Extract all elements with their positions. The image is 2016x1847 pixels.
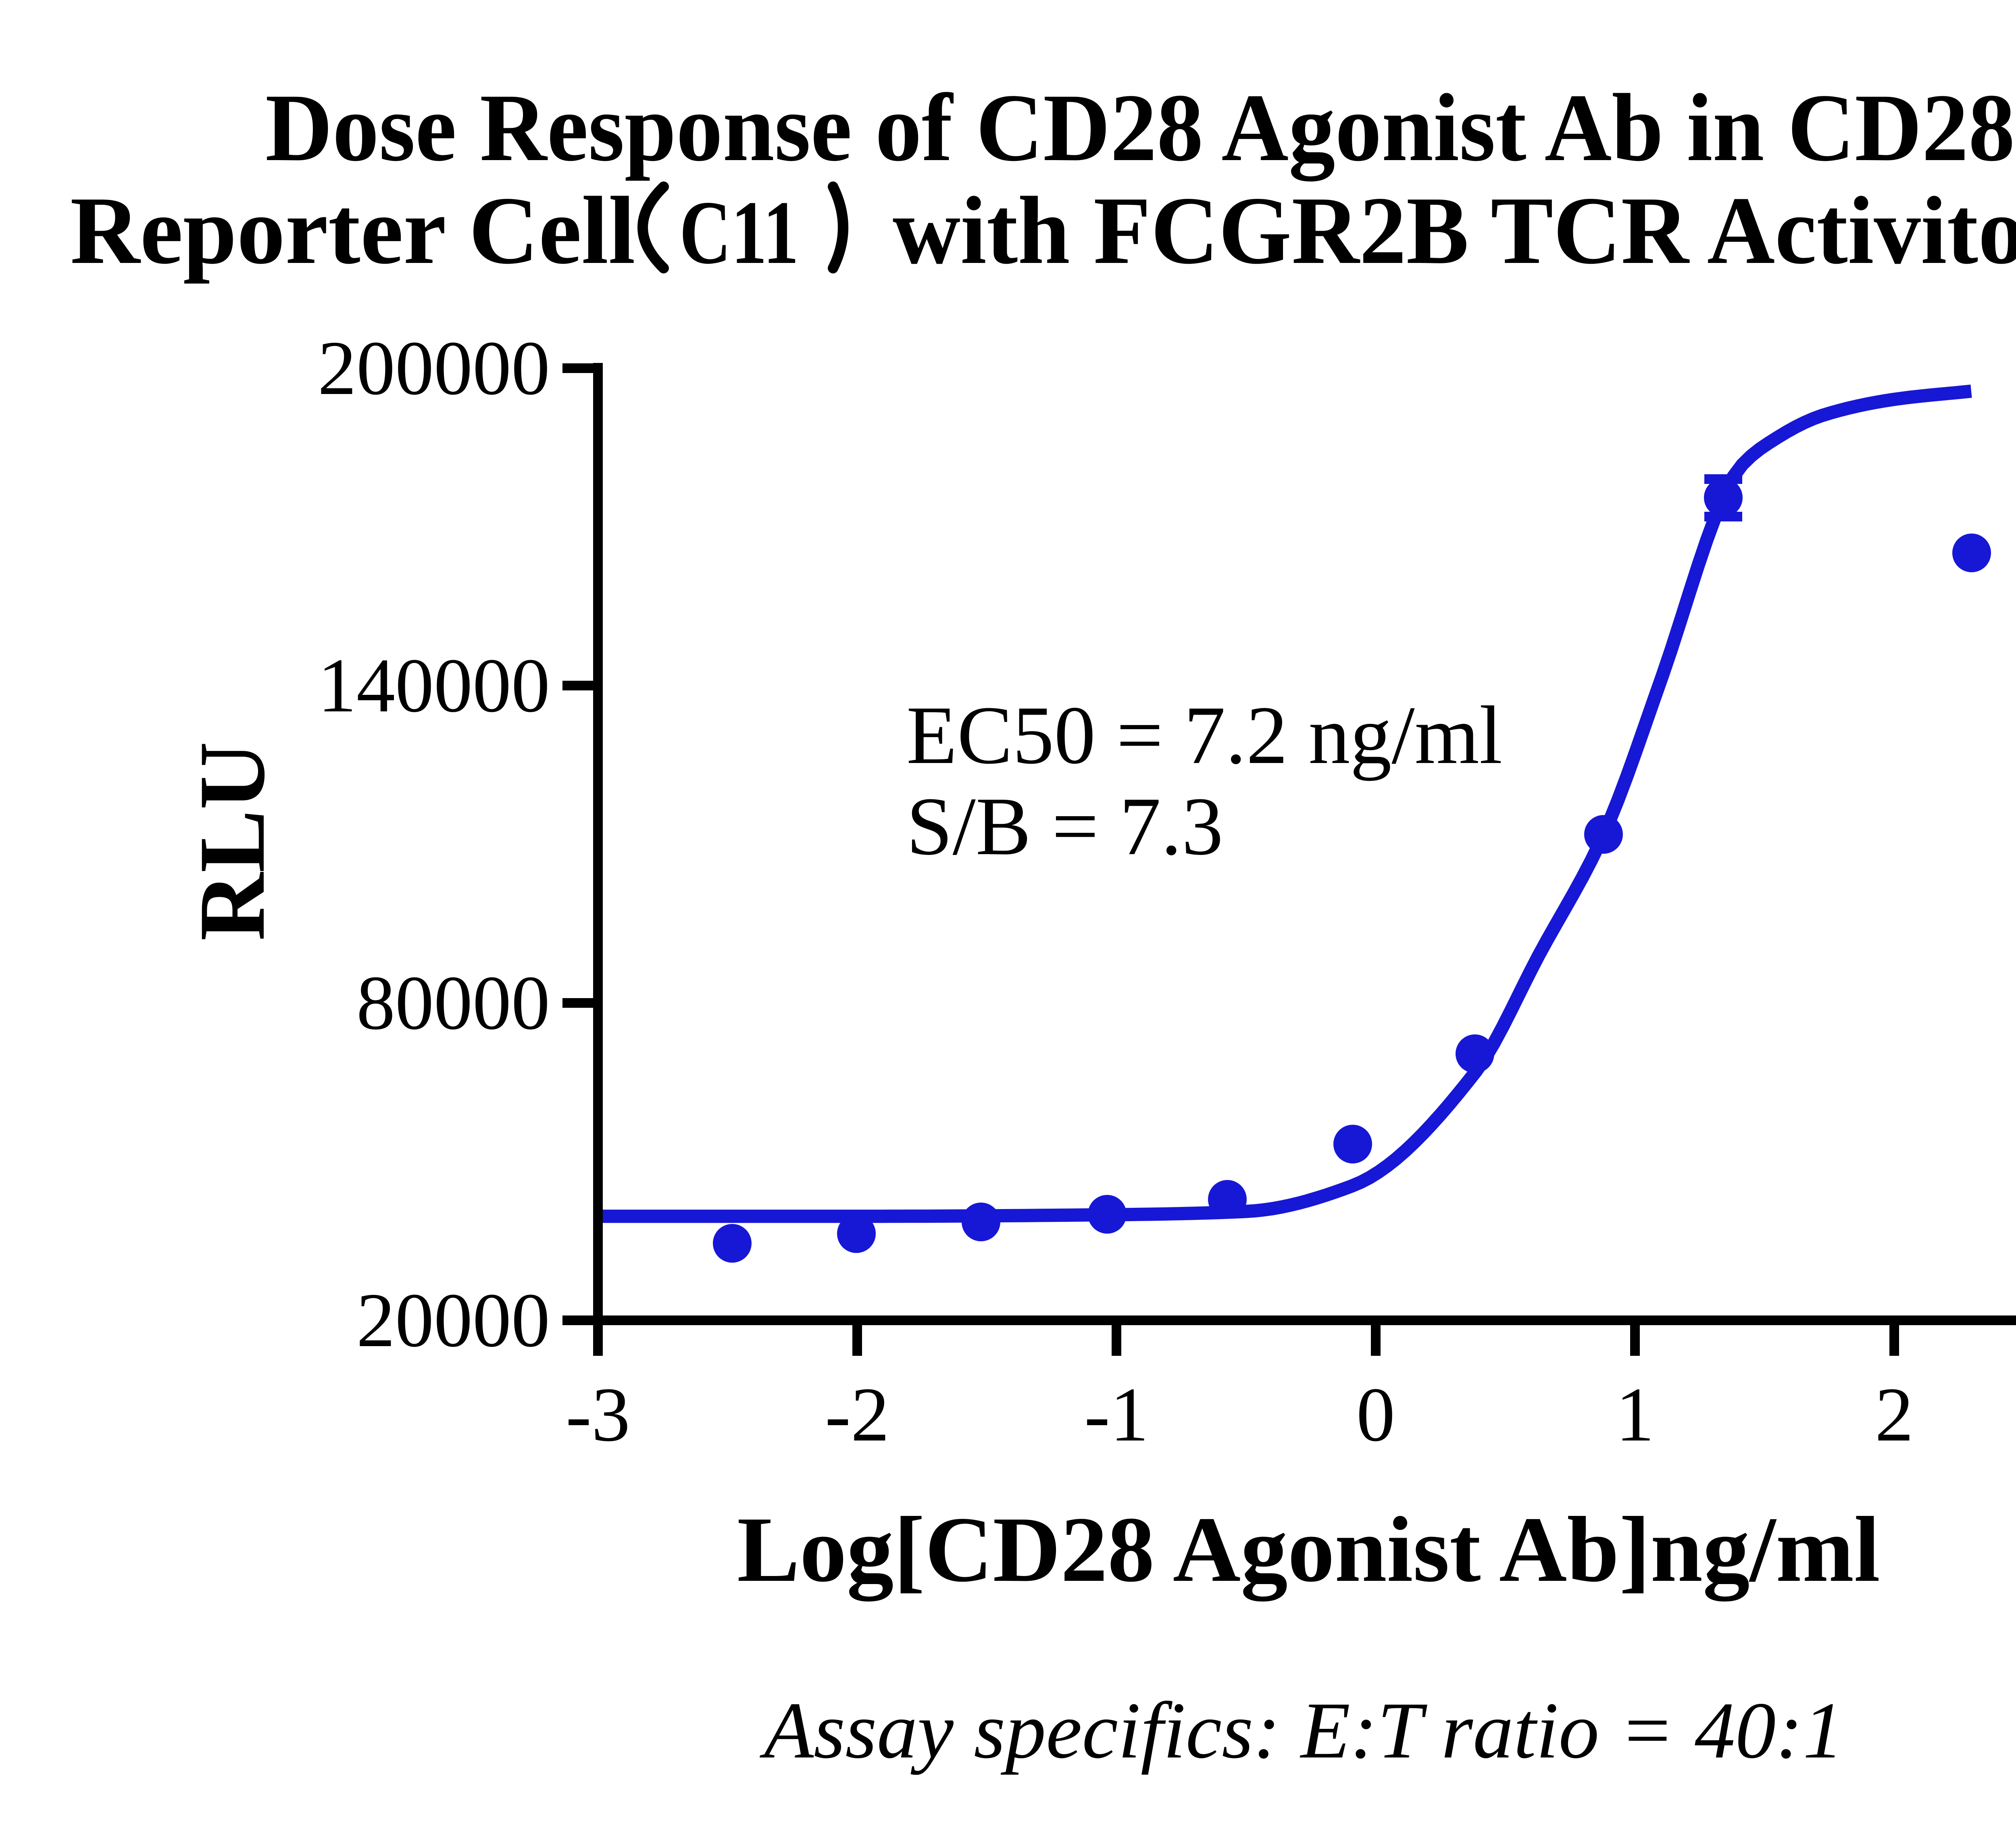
svg-text:S/B = 7.3: S/B = 7.3: [906, 780, 1223, 872]
svg-text:-3: -3: [566, 1372, 630, 1457]
svg-text:1: 1: [1616, 1372, 1654, 1457]
svg-text:20000: 20000: [356, 1277, 550, 1363]
svg-text:-2: -2: [825, 1372, 889, 1457]
svg-text:Reporter Cell: Reporter Cell: [70, 177, 635, 284]
svg-text:-1: -1: [1084, 1372, 1149, 1457]
svg-text:Log[CD28 Agonist Ab]ng/ml: Log[CD28 Agonist Ab]ng/ml: [737, 1498, 1880, 1601]
svg-text:140000: 140000: [318, 642, 550, 728]
svg-text:EC50 = 7.2 ng/ml: EC50 = 7.2 ng/ml: [906, 689, 1502, 781]
svg-text:Assay specifics: E:T ratio = 4: Assay specifics: E:T ratio = 40:1: [760, 1686, 1843, 1775]
svg-text:with FCGR2B TCR Activitor CHO: with FCGR2B TCR Activitor CHO: [893, 177, 2016, 284]
svg-text:RLU: RLU: [179, 742, 284, 941]
svg-text:200000: 200000: [318, 325, 550, 411]
svg-text:Dose Response of CD28 Agonist: Dose Response of CD28 Agonist Ab in CD28…: [265, 74, 2016, 181]
svg-text:2: 2: [1875, 1372, 1914, 1457]
svg-text:80000: 80000: [356, 960, 550, 1046]
svg-text:0: 0: [1356, 1372, 1395, 1457]
svg-text:C11: C11: [679, 182, 799, 283]
